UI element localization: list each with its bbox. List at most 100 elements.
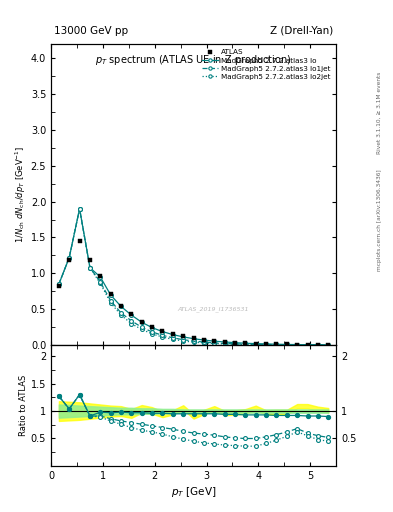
ATLAS [67,258,72,264]
MadGraph5 2.7.2.atlas3 lo [140,319,144,325]
MadGraph5 2.7.2.atlas3 lo1jet [264,342,268,348]
ATLAS [202,337,206,343]
MadGraph5 2.7.2.atlas3 lo [285,342,289,348]
Line: MadGraph5 2.7.2.atlas3 lo: MadGraph5 2.7.2.atlas3 lo [57,207,330,347]
ATLAS [119,303,123,309]
ATLAS [129,311,134,317]
MadGraph5 2.7.2.atlas3 lo2jet [181,338,185,344]
ATLAS [295,342,299,348]
MadGraph5 2.7.2.atlas3 lo1jet [160,332,165,338]
Legend: ATLAS, MadGraph5 2.7.2.atlas3 lo, MadGraph5 2.7.2.atlas3 lo1jet, MadGraph5 2.7.2: ATLAS, MadGraph5 2.7.2.atlas3 lo, MadGra… [200,47,332,82]
MadGraph5 2.7.2.atlas3 lo1jet [77,206,82,212]
MadGraph5 2.7.2.atlas3 lo1jet [57,281,61,287]
MadGraph5 2.7.2.atlas3 lo1jet [274,342,279,348]
ATLAS [98,272,103,279]
MadGraph5 2.7.2.atlas3 lo [191,336,196,342]
MadGraph5 2.7.2.atlas3 lo1jet [316,342,320,348]
Text: Z (Drell-Yan): Z (Drell-Yan) [270,26,333,36]
Line: ATLAS: ATLAS [57,239,331,347]
MadGraph5 2.7.2.atlas3 lo2jet [88,265,92,271]
MadGraph5 2.7.2.atlas3 lo2jet [129,321,134,327]
MadGraph5 2.7.2.atlas3 lo [171,332,175,338]
MadGraph5 2.7.2.atlas3 lo [305,342,310,348]
MadGraph5 2.7.2.atlas3 lo2jet [119,312,123,318]
MadGraph5 2.7.2.atlas3 lo1jet [305,342,310,348]
MadGraph5 2.7.2.atlas3 lo1jet [140,324,144,330]
MadGraph5 2.7.2.atlas3 lo [98,274,103,280]
Y-axis label: $1/N_\mathrm{ch}\ dN_\mathrm{ch}/dp_T\ [\mathrm{GeV}^{-1}]$: $1/N_\mathrm{ch}\ dN_\mathrm{ch}/dp_T\ [… [13,146,28,243]
Text: mcplots.cern.ch [arXiv:1306.3436]: mcplots.cern.ch [arXiv:1306.3436] [377,169,382,271]
MadGraph5 2.7.2.atlas3 lo2jet [243,342,248,348]
ATLAS [77,238,82,244]
MadGraph5 2.7.2.atlas3 lo2jet [326,342,331,348]
MadGraph5 2.7.2.atlas3 lo1jet [191,338,196,344]
MadGraph5 2.7.2.atlas3 lo [67,254,72,261]
ATLAS [150,324,154,330]
MadGraph5 2.7.2.atlas3 lo2jet [57,281,61,287]
MadGraph5 2.7.2.atlas3 lo1jet [253,342,258,348]
MadGraph5 2.7.2.atlas3 lo2jet [233,341,237,347]
ATLAS [222,339,227,345]
MadGraph5 2.7.2.atlas3 lo2jet [316,342,320,348]
MadGraph5 2.7.2.atlas3 lo [243,340,248,346]
MadGraph5 2.7.2.atlas3 lo [129,312,134,318]
ATLAS [285,342,289,348]
ATLAS [212,338,217,344]
ATLAS [305,342,310,348]
MadGraph5 2.7.2.atlas3 lo [202,337,206,343]
Text: 13000 GeV pp: 13000 GeV pp [54,26,128,36]
MadGraph5 2.7.2.atlas3 lo2jet [305,342,310,348]
ATLAS [171,331,175,337]
Text: ATLAS_2019_I1736531: ATLAS_2019_I1736531 [178,306,249,312]
MadGraph5 2.7.2.atlas3 lo2jet [140,326,144,332]
MadGraph5 2.7.2.atlas3 lo2jet [253,342,258,348]
ATLAS [233,339,237,346]
MadGraph5 2.7.2.atlas3 lo [150,325,154,331]
ATLAS [274,341,279,347]
ATLAS [264,341,268,347]
MadGraph5 2.7.2.atlas3 lo [77,206,82,212]
MadGraph5 2.7.2.atlas3 lo1jet [181,336,185,343]
Text: Rivet 3.1.10, ≥ 3.1M events: Rivet 3.1.10, ≥ 3.1M events [377,72,382,154]
MadGraph5 2.7.2.atlas3 lo [57,281,61,287]
Line: MadGraph5 2.7.2.atlas3 lo2jet: MadGraph5 2.7.2.atlas3 lo2jet [57,207,330,347]
MadGraph5 2.7.2.atlas3 lo2jet [150,331,154,337]
MadGraph5 2.7.2.atlas3 lo2jet [202,340,206,346]
MadGraph5 2.7.2.atlas3 lo2jet [98,281,103,287]
MadGraph5 2.7.2.atlas3 lo [274,341,279,347]
ATLAS [160,328,165,334]
ATLAS [253,340,258,347]
MadGraph5 2.7.2.atlas3 lo1jet [222,340,227,347]
ATLAS [316,342,320,348]
MadGraph5 2.7.2.atlas3 lo2jet [212,340,217,347]
MadGraph5 2.7.2.atlas3 lo [181,334,185,340]
Line: MadGraph5 2.7.2.atlas3 lo1jet: MadGraph5 2.7.2.atlas3 lo1jet [57,207,330,347]
MadGraph5 2.7.2.atlas3 lo1jet [88,265,92,271]
MadGraph5 2.7.2.atlas3 lo1jet [129,318,134,324]
MadGraph5 2.7.2.atlas3 lo1jet [243,341,248,347]
Text: $p_T$ spectrum (ATLAS UE in Z production): $p_T$ spectrum (ATLAS UE in Z production… [95,53,292,67]
MadGraph5 2.7.2.atlas3 lo1jet [202,339,206,345]
MadGraph5 2.7.2.atlas3 lo1jet [295,342,299,348]
MadGraph5 2.7.2.atlas3 lo [316,342,320,348]
Y-axis label: Ratio to ATLAS: Ratio to ATLAS [19,375,28,436]
MadGraph5 2.7.2.atlas3 lo2jet [160,334,165,340]
ATLAS [140,318,144,325]
MadGraph5 2.7.2.atlas3 lo1jet [98,279,103,285]
MadGraph5 2.7.2.atlas3 lo2jet [274,342,279,348]
MadGraph5 2.7.2.atlas3 lo2jet [191,339,196,345]
MadGraph5 2.7.2.atlas3 lo2jet [108,300,113,306]
MadGraph5 2.7.2.atlas3 lo [233,339,237,346]
X-axis label: $p_T$ [GeV]: $p_T$ [GeV] [171,485,216,499]
MadGraph5 2.7.2.atlas3 lo2jet [77,206,82,212]
MadGraph5 2.7.2.atlas3 lo2jet [285,342,289,348]
MadGraph5 2.7.2.atlas3 lo [222,339,227,345]
MadGraph5 2.7.2.atlas3 lo [253,340,258,347]
MadGraph5 2.7.2.atlas3 lo [264,341,268,347]
ATLAS [191,335,196,342]
MadGraph5 2.7.2.atlas3 lo1jet [233,341,237,347]
MadGraph5 2.7.2.atlas3 lo1jet [326,342,331,348]
MadGraph5 2.7.2.atlas3 lo1jet [212,340,217,346]
MadGraph5 2.7.2.atlas3 lo [160,329,165,335]
MadGraph5 2.7.2.atlas3 lo2jet [171,336,175,343]
